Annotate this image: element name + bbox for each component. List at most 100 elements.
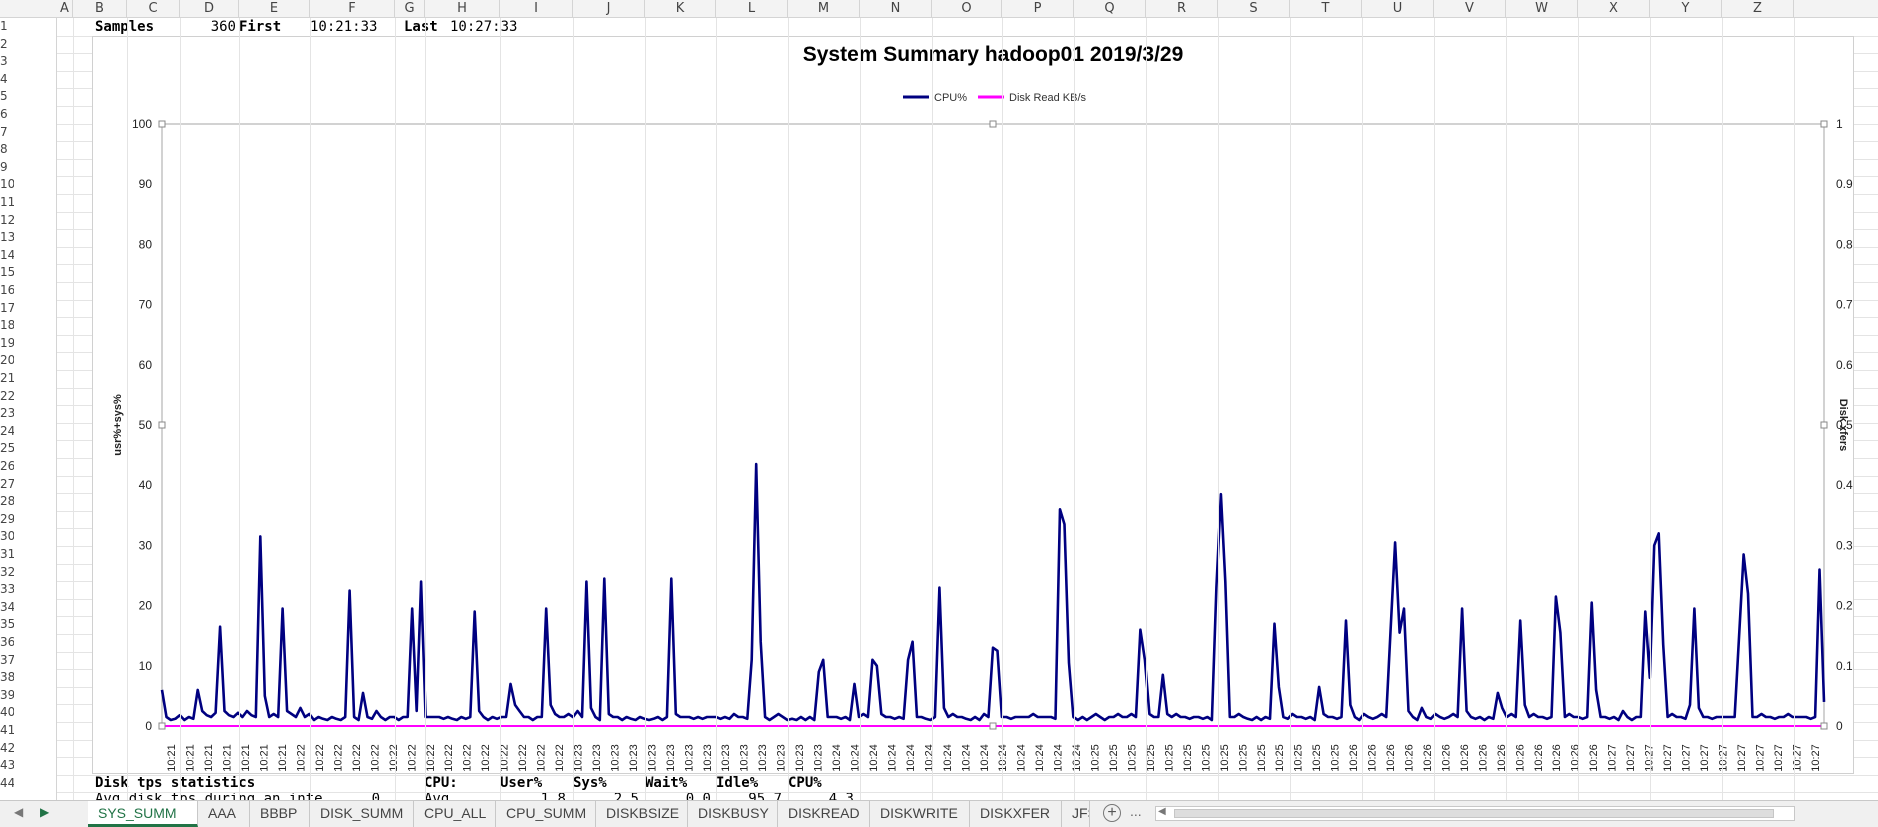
cell-c1[interactable]: 360	[210, 19, 236, 35]
row-header-22[interactable]: 22	[0, 388, 14, 403]
column-header-l[interactable]: L	[716, 0, 788, 18]
tab-overflow-indicator[interactable]: ...	[1130, 803, 1142, 819]
row-header-40[interactable]: 40	[0, 705, 14, 720]
sheet-tab-aaa[interactable]: AAA	[198, 801, 250, 827]
row-header-14[interactable]: 14	[0, 247, 14, 262]
row-header-39[interactable]: 39	[0, 687, 14, 702]
column-header-y[interactable]: Y	[1650, 0, 1722, 18]
column-header-i[interactable]: I	[500, 0, 573, 18]
cell-d1[interactable]: First	[239, 19, 282, 35]
column-header-u[interactable]: U	[1362, 0, 1434, 18]
column-header-p[interactable]: P	[1002, 0, 1074, 18]
column-header-f[interactable]: F	[310, 0, 395, 18]
cell-l43[interactable]: CPU%	[788, 775, 822, 791]
row-header-36[interactable]: 36	[0, 635, 14, 649]
row-header-29[interactable]: 29	[0, 511, 14, 526]
sheet-tab-jfs[interactable]: JFS	[1062, 801, 1090, 827]
sheet-tab-diskxfer[interactable]: DISKXFER	[970, 801, 1062, 827]
cell-h44[interactable]: 1.8	[540, 791, 566, 800]
column-header-z[interactable]: Z	[1722, 0, 1794, 18]
system-summary-chart[interactable]: System Summary hadoop01 2019/3/29 CPU% Dis…	[92, 36, 1854, 774]
cell-i44[interactable]: 2.5	[613, 791, 639, 800]
sheet-tab-bbbp[interactable]: BBBP	[250, 801, 310, 827]
column-header-r[interactable]: R	[1146, 0, 1218, 18]
sheet-tab-diskread[interactable]: DISKREAD	[778, 801, 870, 827]
row-header-27[interactable]: 27	[0, 476, 14, 491]
row-header-28[interactable]: 28	[0, 494, 14, 509]
column-header-k[interactable]: K	[645, 0, 716, 18]
column-header-t[interactable]: T	[1290, 0, 1362, 18]
column-header-c[interactable]: C	[127, 0, 180, 18]
horizontal-scrollbar[interactable]: ◀	[1155, 806, 1795, 821]
row-header-43[interactable]: 43	[0, 758, 14, 773]
cell-e1[interactable]: 10:21:33	[310, 19, 378, 35]
cell-l44[interactable]: 4.3	[828, 791, 854, 800]
row-header-42[interactable]: 42	[0, 740, 14, 755]
column-header-n[interactable]: N	[860, 0, 932, 18]
column-header-j[interactable]: J	[573, 0, 645, 18]
column-header-w[interactable]: W	[1506, 0, 1578, 18]
column-header-s[interactable]: S	[1218, 0, 1290, 18]
row-header-3[interactable]: 3	[0, 54, 8, 69]
scrollbar-thumb[interactable]	[1174, 809, 1774, 818]
column-header-q[interactable]: Q	[1074, 0, 1146, 18]
row-header-30[interactable]: 30	[0, 529, 14, 544]
row-header-4[interactable]: 4	[0, 71, 8, 86]
row-header-38[interactable]: 38	[0, 670, 14, 685]
cell-b1[interactable]: Samples	[95, 19, 155, 35]
cell-k43[interactable]: Idle%	[716, 775, 759, 791]
column-header-o[interactable]: O	[932, 0, 1002, 18]
row-header-35[interactable]: 35	[0, 617, 14, 632]
column-header-x[interactable]: X	[1578, 0, 1650, 18]
sheet-tab-diskbusy[interactable]: DISKBUSY	[688, 801, 778, 827]
sheet-tab-diskbsize[interactable]: DISKBSIZE	[596, 801, 688, 827]
row-header-33[interactable]: 33	[0, 582, 14, 597]
column-header-b[interactable]: B	[73, 0, 127, 18]
column-header-a[interactable]: A	[57, 0, 73, 18]
row-header-24[interactable]: 24	[0, 423, 14, 438]
row-header-9[interactable]: 9	[0, 159, 8, 174]
scroll-left-icon[interactable]: ◀	[1158, 806, 1166, 817]
row-header-7[interactable]: 7	[0, 124, 8, 139]
row-header-17[interactable]: 17	[0, 300, 14, 315]
row-header-2[interactable]: 2	[0, 36, 8, 51]
row-header-13[interactable]: 13	[0, 230, 14, 245]
sheet-tab-diskwrite[interactable]: DISKWRITE	[870, 801, 970, 827]
column-header-d[interactable]: D	[180, 0, 239, 18]
cell-k44[interactable]: 95.7	[748, 791, 782, 800]
column-header-g[interactable]: G	[395, 0, 425, 18]
row-header-34[interactable]: 34	[0, 599, 14, 614]
row-header-32[interactable]: 32	[0, 564, 14, 579]
cell-i43[interactable]: Sys%	[573, 775, 607, 791]
sheet-tab-sys-summ[interactable]: SYS_SUMM	[88, 801, 198, 827]
row-header-6[interactable]: 6	[0, 107, 8, 121]
column-header-e[interactable]: E	[239, 0, 310, 18]
row-header-44[interactable]: 44	[0, 775, 14, 790]
add-sheet-button[interactable]: +	[1103, 804, 1121, 822]
row-header-11[interactable]: 11	[0, 195, 14, 209]
row-header-10[interactable]: 10	[0, 177, 14, 192]
row-header-31[interactable]: 31	[0, 547, 14, 561]
cell-j43[interactable]: Wait%	[645, 775, 688, 791]
scroll-tabs-left-icon[interactable]: ◀	[14, 805, 24, 819]
cell-h43[interactable]: User%	[500, 775, 543, 791]
row-header-25[interactable]: 25	[0, 441, 14, 456]
sheet-tab-cpu-all[interactable]: CPU_ALL	[414, 801, 496, 827]
row-header-16[interactable]: 16	[0, 283, 14, 297]
row-header-20[interactable]: 20	[0, 353, 14, 368]
cell-j44[interactable]: 0.0	[685, 791, 711, 800]
row-header-37[interactable]: 37	[0, 652, 14, 667]
column-header-m[interactable]: M	[788, 0, 860, 18]
cell-b43[interactable]: Disk tps statistics	[95, 775, 256, 791]
scroll-tabs-right-icon[interactable]: ▶	[40, 805, 50, 819]
cell-g44[interactable]: Avg	[424, 791, 450, 800]
cell-g43[interactable]: CPU:	[424, 775, 458, 791]
sheet-tab-disk-summ[interactable]: DISK_SUMM	[310, 801, 414, 827]
sheet-tab-cpu-summ[interactable]: CPU_SUMM	[496, 801, 596, 827]
row-header-18[interactable]: 18	[0, 318, 14, 333]
column-header-v[interactable]: V	[1434, 0, 1506, 18]
row-header-5[interactable]: 5	[0, 89, 8, 104]
row-header-12[interactable]: 12	[0, 212, 14, 227]
row-header-23[interactable]: 23	[0, 406, 14, 421]
